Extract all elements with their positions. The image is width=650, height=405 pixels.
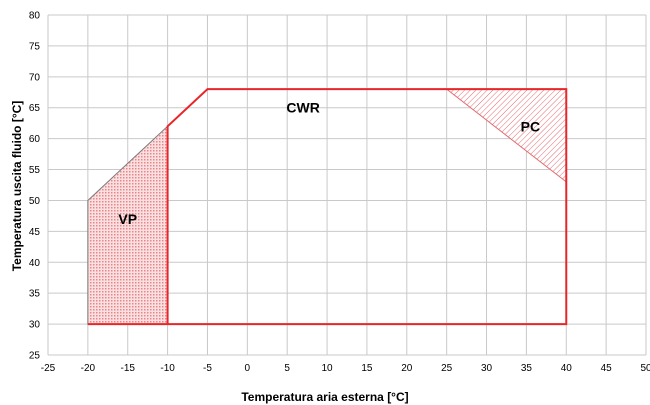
x-axis-title: Temperatura aria esterna [°C] — [241, 390, 408, 404]
region-cwr — [87, 88, 568, 326]
x-tick-label: 5 — [284, 363, 290, 374]
regions: CWR VP PC — [87, 88, 568, 326]
x-tick-label: -5 — [203, 363, 212, 374]
y-tick-label: 45 — [29, 227, 41, 238]
x-tick-label: 15 — [361, 363, 373, 374]
x-tick-label: 10 — [322, 363, 334, 374]
y-tick-label: 40 — [29, 258, 41, 269]
x-tick-label: 0 — [245, 363, 251, 374]
region-pc — [445, 88, 567, 183]
y-tick-label: 80 — [29, 11, 41, 22]
x-tick-label: 30 — [481, 363, 493, 374]
y-tick-label: 50 — [29, 196, 41, 207]
x-tick-label: -15 — [121, 363, 136, 374]
y-tick-label: 55 — [29, 165, 41, 176]
y-tick-label: 65 — [29, 103, 41, 114]
y-tick-label: 25 — [29, 351, 41, 362]
y-tick-label: 30 — [29, 320, 41, 331]
region-label-cwr: CWR — [286, 100, 319, 116]
region-label-pc: PC — [521, 118, 540, 134]
y-tick-label: 70 — [29, 72, 41, 83]
x-tick-label: 45 — [601, 363, 613, 374]
y-axis-title: Temperatura uscita fluido [°C] — [10, 101, 24, 272]
tick-labels: -25 -20 -15 -10 -5 0 5 10 15 20 25 30 35 40 45 50 25 30 35… — [29, 11, 650, 375]
x-tick-label: 40 — [561, 363, 573, 374]
y-tick-label: 60 — [29, 134, 41, 145]
x-tick-label: 50 — [640, 363, 650, 374]
x-tick-label: -25 — [41, 363, 56, 374]
y-tick-label: 35 — [29, 289, 41, 300]
x-tick-label: -20 — [81, 363, 96, 374]
x-tick-label: 20 — [401, 363, 413, 374]
y-tick-label: 75 — [29, 41, 41, 52]
region-label-vp: VP — [118, 211, 137, 227]
x-tick-label: -10 — [160, 363, 175, 374]
x-tick-label: 35 — [521, 363, 533, 374]
x-tick-label: 25 — [441, 363, 453, 374]
